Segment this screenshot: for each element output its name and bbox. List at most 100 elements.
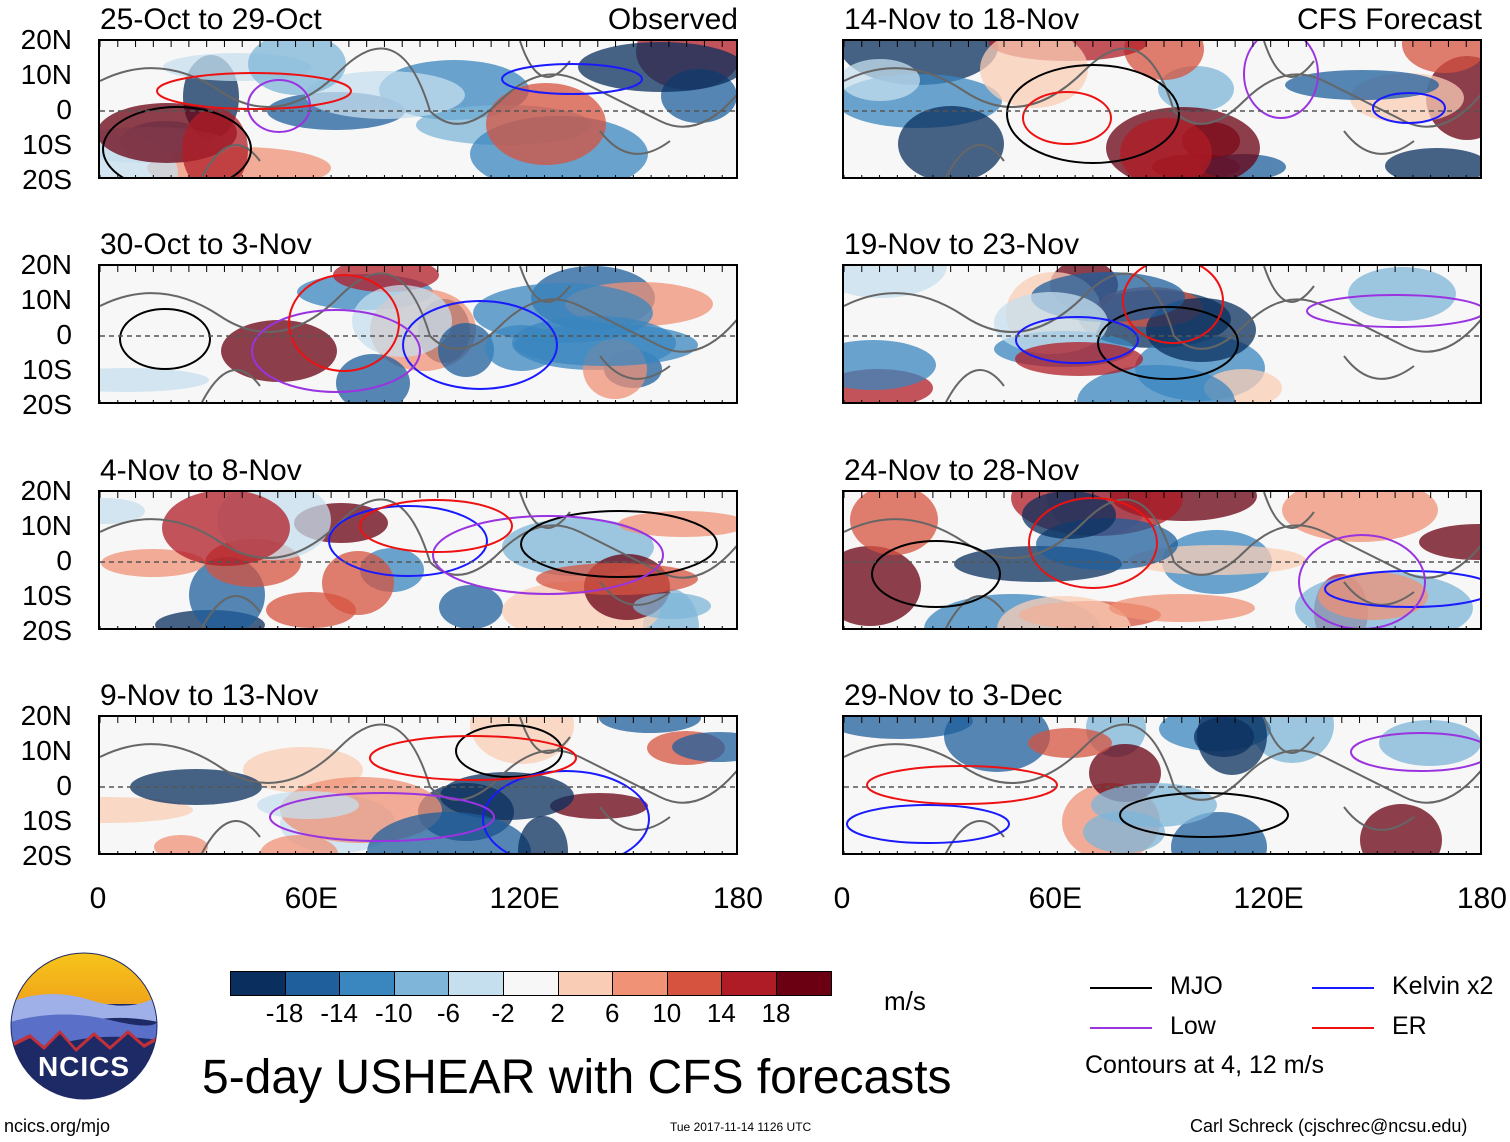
lat-label: 20N	[20, 24, 72, 55]
lat-label: 10S	[22, 129, 72, 160]
shading-blob	[352, 285, 452, 357]
panel-title: 19-Nov to 23-Nov	[844, 228, 1080, 261]
shading-blob	[844, 717, 973, 739]
legend-er-label: ER	[1392, 1012, 1427, 1040]
panel-title: 14-Nov to 18-Nov	[844, 3, 1080, 36]
shading-blob	[1022, 492, 1116, 539]
lat-label: 0	[56, 94, 72, 125]
map-panel	[98, 264, 738, 404]
coastline	[100, 723, 736, 804]
field-map	[844, 266, 1480, 402]
map-panel	[98, 39, 738, 179]
kelvin-contour	[402, 300, 558, 390]
kelvin-contour	[1015, 316, 1139, 364]
shading-blob	[1077, 365, 1235, 402]
panel-title: 29-Nov to 3-Dec	[844, 679, 1063, 712]
colorbar-swatch	[448, 971, 504, 996]
mjo-contour	[119, 308, 211, 370]
shading-blob	[1419, 524, 1480, 560]
panel-tag: CFS Forecast	[1296, 3, 1482, 36]
colorbar-label: -14	[320, 998, 358, 1028]
lat-label: 20N	[20, 700, 72, 731]
er-contour	[369, 735, 577, 781]
shading-blob	[898, 106, 1004, 177]
coastline	[945, 492, 1415, 628]
lat-label: 20S	[22, 840, 72, 871]
shading-blob	[486, 83, 606, 165]
shading-blob	[1348, 267, 1456, 321]
field-map	[844, 717, 1480, 853]
map-panel	[842, 39, 1482, 179]
shading-blob	[333, 266, 439, 292]
colorbar-label: -10	[375, 998, 413, 1028]
shading-blob	[305, 71, 465, 119]
legend-mjo-label: MJO	[1170, 972, 1223, 1000]
coastline	[844, 47, 1480, 128]
mjo-contour	[871, 540, 1001, 608]
lat-label: 10S	[22, 580, 72, 611]
shading-blob	[182, 108, 248, 177]
shading-blob	[997, 596, 1131, 628]
shading-blob	[1015, 342, 1143, 376]
lat-label: 0	[56, 545, 72, 576]
shading-blob	[536, 563, 698, 595]
shading-blob	[221, 320, 337, 382]
shading-blob	[599, 717, 701, 733]
kelvin-contour	[328, 505, 488, 577]
shading-blob	[1282, 492, 1438, 542]
colorbar-label: -6	[436, 998, 460, 1028]
shading-blob	[1385, 148, 1480, 177]
er-contour	[1122, 266, 1224, 344]
shading-blob	[844, 546, 921, 626]
panel-title: 4-Nov to 8-Nov	[100, 454, 302, 487]
kelvin-contour	[482, 770, 650, 853]
shading-blob	[633, 593, 711, 619]
colorbar-swatch	[339, 971, 395, 996]
shading-blob	[672, 732, 736, 762]
coastline	[201, 266, 671, 402]
shading-blob	[257, 791, 359, 819]
field-map	[100, 266, 736, 402]
colorbar-swatch	[557, 971, 614, 996]
shading-blob	[1109, 594, 1255, 622]
colorbar-units: m/s	[884, 986, 926, 1016]
kelvin-contour	[501, 63, 643, 95]
lat-label: 10N	[20, 510, 72, 541]
panel-tag: Observed	[607, 3, 738, 36]
logo-text: NCICS	[37, 1051, 131, 1082]
lon-label: 0	[833, 882, 851, 915]
footer-url[interactable]: ncics.org/mjo	[4, 1116, 111, 1136]
shading-blob	[1028, 728, 1112, 758]
legend-low-label: Low	[1170, 1012, 1216, 1040]
shading-blob	[260, 835, 338, 853]
shading-blob	[440, 772, 574, 820]
lat-label: 10N	[20, 284, 72, 315]
shading-blob	[518, 816, 568, 853]
shading-blob	[1120, 118, 1212, 177]
low-contour	[1243, 41, 1319, 119]
mjo-contour	[1119, 792, 1289, 838]
shading-blob	[1318, 572, 1428, 620]
colorbar-label: 2	[550, 998, 565, 1028]
coastline	[100, 47, 736, 128]
figure-title: 5-day USHEAR with CFS forecasts	[202, 1051, 952, 1104]
shading-blob	[1171, 812, 1267, 853]
er-contour	[1022, 91, 1112, 145]
shading-blob	[154, 835, 208, 853]
colorbar-swatch	[284, 971, 341, 996]
mjo-contour	[102, 106, 252, 177]
shading-blob	[130, 769, 262, 805]
footer-credit: Carl Schreck (cjschrec@ncsu.edu)	[1190, 1116, 1468, 1136]
lat-label: 10N	[20, 735, 72, 766]
shading-blob	[336, 354, 410, 402]
shading-blob	[439, 585, 503, 628]
field-map	[844, 41, 1480, 177]
low-contour	[251, 309, 421, 393]
map-panel	[842, 490, 1482, 630]
lon-label: 0	[89, 882, 107, 915]
colorbar-swatch	[721, 971, 777, 996]
panel-title: 30-Oct to 3-Nov	[100, 228, 312, 261]
mjo-contour	[520, 510, 718, 578]
shading-blob	[850, 492, 938, 555]
colorbar-label: 6	[604, 998, 620, 1028]
